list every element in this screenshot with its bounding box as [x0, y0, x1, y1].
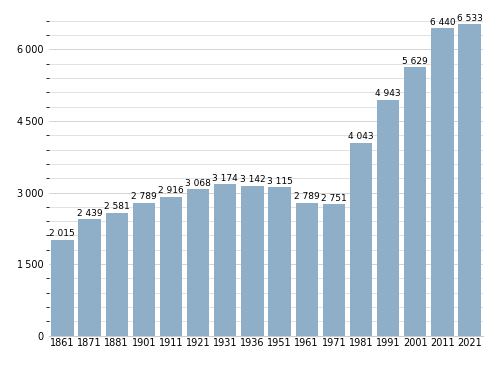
Text: 4 043: 4 043 — [348, 132, 374, 141]
Text: 2 916: 2 916 — [158, 186, 184, 195]
Text: 6 440: 6 440 — [429, 18, 455, 27]
Text: 2 789: 2 789 — [131, 192, 157, 201]
Text: 2 789: 2 789 — [294, 192, 320, 201]
Text: 6 533: 6 533 — [457, 13, 483, 22]
Bar — [350, 143, 372, 336]
Text: 2 015: 2 015 — [49, 229, 75, 238]
Bar — [214, 184, 236, 336]
Bar — [241, 186, 264, 336]
Text: 2 439: 2 439 — [77, 209, 102, 218]
Bar — [296, 203, 318, 336]
Bar — [268, 187, 291, 336]
Text: 2 581: 2 581 — [104, 202, 129, 211]
Bar — [323, 204, 345, 336]
Bar — [51, 239, 74, 336]
Bar — [458, 24, 481, 336]
Text: 3 115: 3 115 — [266, 176, 292, 186]
Bar — [187, 189, 209, 336]
Text: 3 142: 3 142 — [240, 175, 265, 184]
Bar — [133, 203, 155, 336]
Bar — [160, 197, 182, 336]
Text: 3 068: 3 068 — [185, 179, 211, 188]
Text: 5 629: 5 629 — [403, 57, 428, 66]
Text: 2 751: 2 751 — [321, 194, 346, 203]
Text: 4 943: 4 943 — [375, 90, 401, 98]
Bar — [404, 67, 427, 336]
Bar — [105, 213, 128, 336]
Bar — [431, 28, 453, 336]
Bar — [377, 100, 399, 336]
Text: 3 174: 3 174 — [212, 174, 238, 183]
Bar — [79, 219, 101, 336]
